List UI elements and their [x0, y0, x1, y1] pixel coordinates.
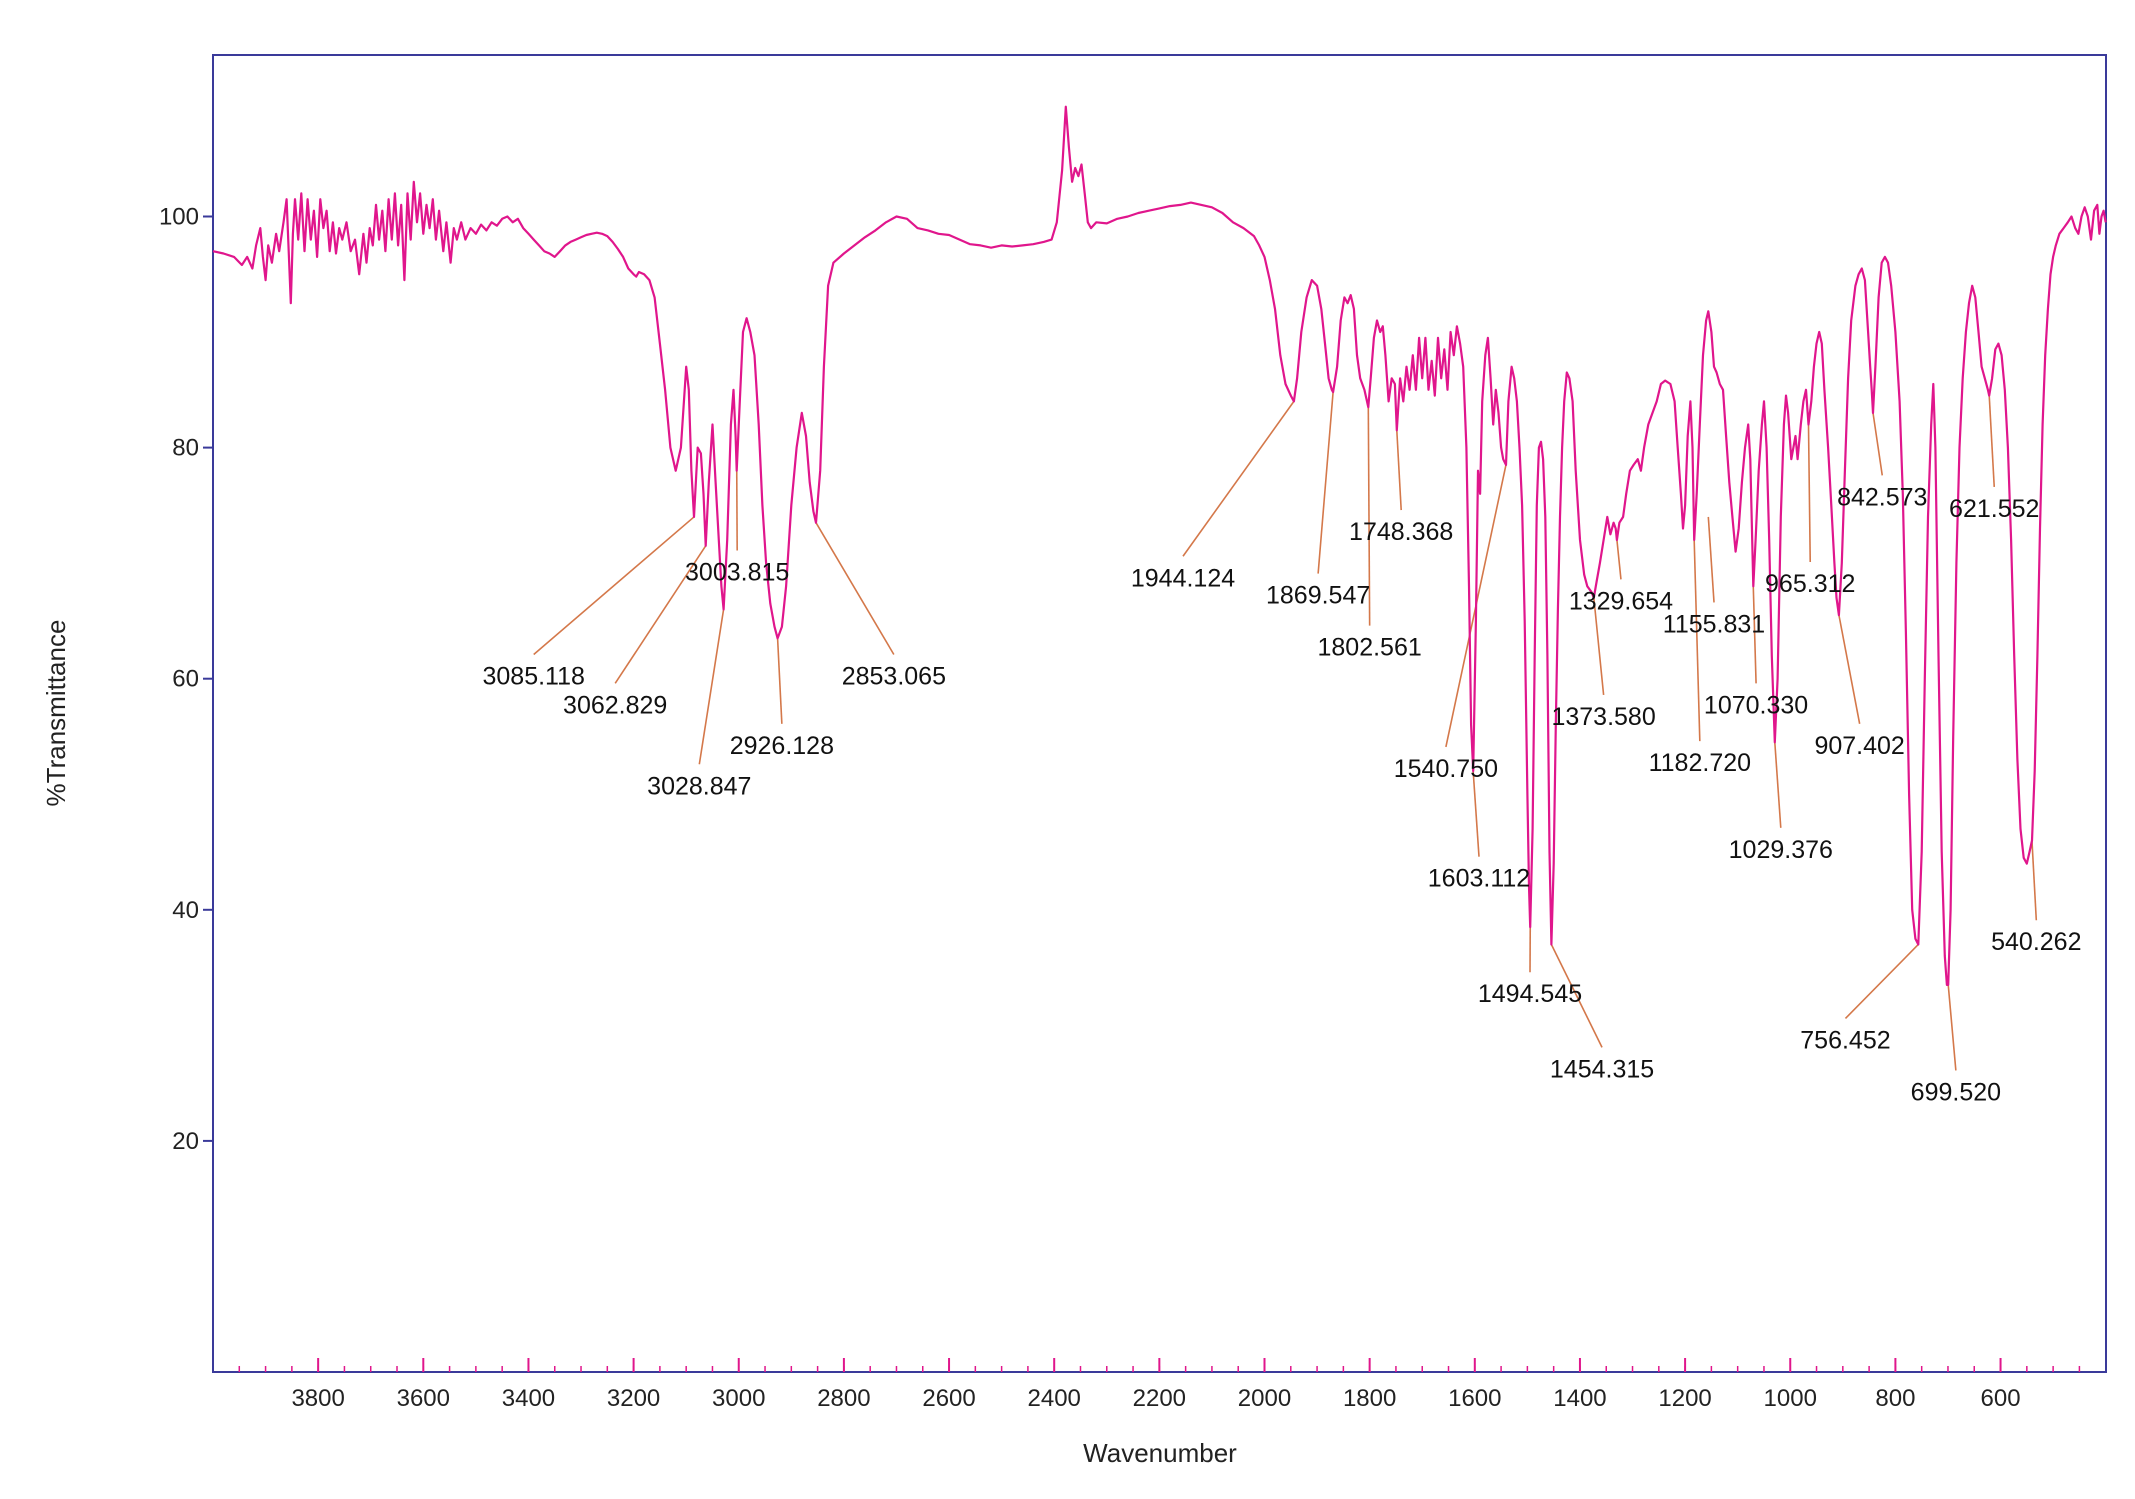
peak-label: 1373.580 — [1551, 703, 1655, 731]
peak-label: 3003.815 — [685, 558, 789, 586]
x-tick-label: 2000 — [1238, 1385, 1291, 1412]
x-tick-label: 3600 — [397, 1385, 450, 1412]
peak-leader — [1707, 516, 1715, 603]
y-tick-label: 100 — [159, 204, 199, 231]
peak-label: 1748.368 — [1349, 518, 1453, 546]
peak-label: 1329.654 — [1569, 587, 1673, 615]
x-tick-label: 600 — [1981, 1385, 2021, 1412]
peak-leader — [1693, 540, 1701, 742]
peak-label: 1802.561 — [1318, 634, 1422, 662]
peak-label: 1603.112 — [1428, 865, 1530, 893]
plot-area — [212, 54, 2107, 1373]
spectrum-line — [212, 105, 2107, 986]
peak-label: 1182.720 — [1649, 749, 1751, 777]
peak-label: 1155.831 — [1663, 610, 1765, 638]
peak-label: 3062.829 — [563, 691, 667, 719]
x-tick-label: 1200 — [1658, 1385, 1711, 1412]
peak-label: 699.520 — [1911, 1078, 2001, 1106]
peak-label: 1869.547 — [1266, 582, 1370, 610]
x-tick-label: 2200 — [1133, 1385, 1186, 1412]
peak-leader — [776, 638, 783, 724]
peak-label: 1029.376 — [1729, 836, 1833, 864]
y-axis: 20 40 60 80 100 — [159, 204, 213, 1155]
x-tick-label: 3800 — [291, 1385, 344, 1412]
peak-leader — [1838, 614, 1861, 724]
peak-leader — [1182, 400, 1295, 557]
peak-label: 1454.315 — [1550, 1055, 1654, 1083]
peak-label: 621.552 — [1949, 495, 2039, 523]
x-tick-label: 2800 — [817, 1385, 870, 1412]
peak-label: 1944.124 — [1131, 564, 1235, 592]
peak-label: 2853.065 — [842, 662, 946, 690]
peak-label: 3085.118 — [482, 662, 584, 690]
x-tick-label: 1400 — [1553, 1385, 1606, 1412]
x-axis-title: Wavenumber — [1083, 1438, 1237, 1468]
peak-label: 965.312 — [1765, 570, 1855, 598]
peak-leader — [1752, 586, 1757, 684]
y-tick-label: 60 — [172, 666, 199, 693]
x-tick-label: 3400 — [502, 1385, 555, 1412]
y-axis-title: %Transmittance — [41, 620, 71, 807]
peak-label: 1540.750 — [1394, 755, 1498, 783]
x-tick-label: 1800 — [1343, 1385, 1396, 1412]
peak-label: 756.452 — [1800, 1026, 1890, 1054]
peak-label: 842.573 — [1837, 483, 1927, 511]
peak-leader — [1472, 771, 1480, 857]
peak-leader — [1947, 984, 1957, 1071]
peak-leader — [2031, 840, 2038, 921]
peak-leader — [1317, 392, 1334, 574]
x-tick-label: 800 — [1875, 1385, 1915, 1412]
peak-leader — [1593, 597, 1605, 696]
peak-leader — [698, 609, 725, 765]
peak-leader — [1550, 944, 1603, 1048]
peak-label: 907.402 — [1814, 732, 1904, 760]
peak-leader — [1844, 943, 1919, 1020]
peak-leader — [1395, 430, 1402, 511]
peak-label: 1070.330 — [1704, 691, 1808, 719]
x-tick-label: 2400 — [1028, 1385, 1081, 1412]
peak-leader — [1367, 407, 1371, 626]
peak-leader — [1774, 742, 1782, 828]
peak-leader — [1807, 424, 1812, 563]
y-tick-label: 80 — [172, 435, 199, 462]
peak-leader — [1872, 412, 1884, 476]
x-axis: 3800 3600 3400 3200 3000 2800 2600 2400 2200 2000… — [291, 1358, 2021, 1412]
y-tick-label: 40 — [172, 897, 199, 924]
y-tick-label: 20 — [172, 1128, 199, 1155]
peak-label: 2926.128 — [730, 732, 834, 760]
peak-leader — [815, 522, 895, 655]
peak-leader — [1988, 395, 1996, 487]
x-tick-label: 1600 — [1448, 1385, 1501, 1412]
peak-leader — [614, 545, 707, 684]
peak-label: 3028.847 — [647, 772, 751, 800]
x-tick-label: 3200 — [607, 1385, 660, 1412]
peak-leader — [1616, 539, 1622, 580]
peak-leader — [533, 516, 695, 656]
peak-label: 540.262 — [1991, 928, 2081, 956]
peak-label: 1494.545 — [1478, 980, 1582, 1008]
x-tick-label: 3000 — [712, 1385, 765, 1412]
x-tick-label: 1000 — [1764, 1385, 1817, 1412]
x-tick-label: 2600 — [922, 1385, 975, 1412]
